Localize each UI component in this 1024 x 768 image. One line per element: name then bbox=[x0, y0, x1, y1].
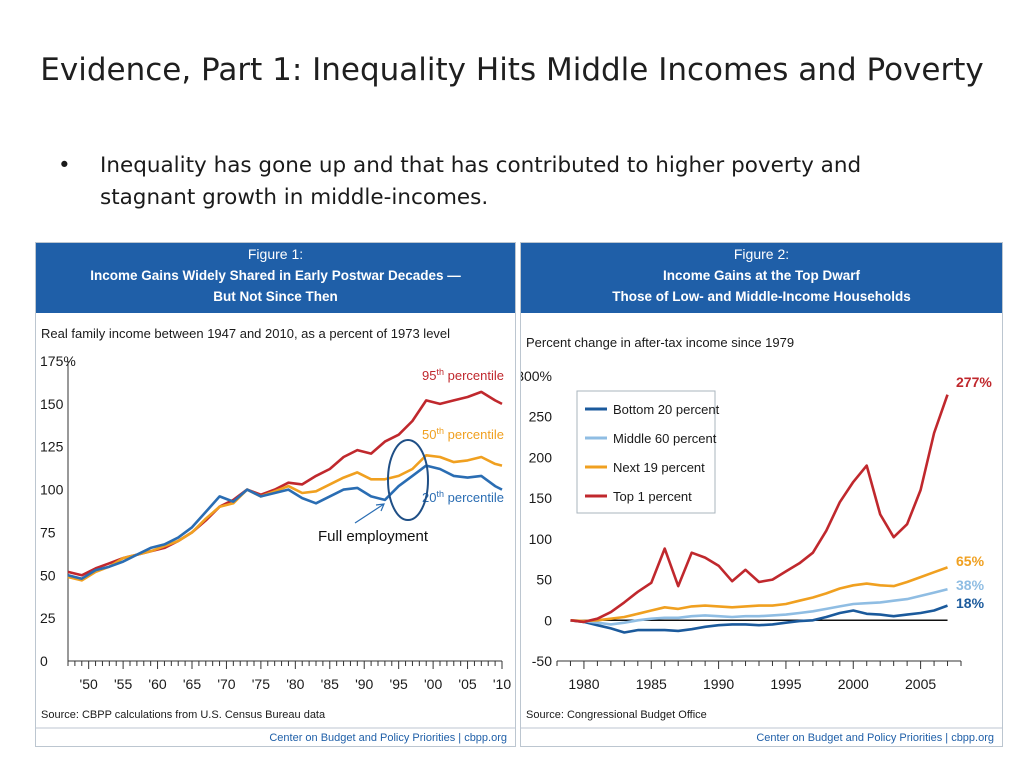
x-tick-label: 1995 bbox=[770, 676, 801, 692]
figure-2-chart: Figure 2: Income Gains at the Top Dwarf Th… bbox=[521, 243, 1002, 744]
figure-title-line2: But Not Since Then bbox=[213, 289, 338, 304]
y-tick-label: 50 bbox=[40, 567, 56, 583]
figure-title-line1: Income Gains Widely Shared in Early Post… bbox=[90, 268, 461, 283]
end-label-2: 65% bbox=[956, 553, 985, 569]
series-line-3 bbox=[570, 394, 949, 624]
x-tick-label: '00 bbox=[424, 676, 442, 692]
series-label-sup: th bbox=[437, 426, 445, 436]
y-tick-label: 0 bbox=[40, 653, 48, 669]
bullet-text: Inequality has gone up and that has cont… bbox=[100, 153, 862, 210]
series-label-value: 50 bbox=[422, 427, 436, 442]
end-label-0: 18% bbox=[956, 595, 985, 611]
legend-label-1: Middle 60 percent bbox=[613, 431, 717, 446]
legend-label-0: Bottom 20 percent bbox=[613, 402, 720, 417]
credit-note: Center on Budget and Policy Priorities |… bbox=[269, 732, 507, 744]
series-label-value: 95 bbox=[422, 368, 436, 383]
figure-label: Figure 2: bbox=[734, 246, 789, 262]
y-tick-label: 200 bbox=[529, 449, 553, 465]
legend-box bbox=[576, 390, 716, 514]
figure-title-line2: Those of Low- and Middle-Income Househol… bbox=[612, 289, 911, 304]
chart-subtitle: Real family income between 1947 and 2010… bbox=[41, 326, 450, 341]
y-tick-label: 175% bbox=[40, 353, 76, 369]
x-tick-label: 2000 bbox=[838, 676, 869, 692]
chart-subtitle: Percent change in after-tax income since… bbox=[526, 335, 794, 350]
series-label-sup: th bbox=[437, 367, 445, 377]
y-tick-label: 25 bbox=[40, 610, 56, 626]
y-tick-label: -50 bbox=[532, 653, 552, 669]
series-label-sup: th bbox=[437, 489, 445, 499]
x-tick-label: 1990 bbox=[703, 676, 734, 692]
legend: Bottom 20 percent Middle 60 percent Next 1… bbox=[576, 390, 720, 514]
slide-title: Evidence, Part 1: Inequality Hits Middle… bbox=[40, 52, 984, 88]
series-line-2 bbox=[570, 566, 948, 623]
x-tick-label: '55 bbox=[114, 676, 132, 692]
legend-label-3: Top 1 percent bbox=[613, 489, 692, 504]
figure-label: Figure 1: bbox=[248, 246, 303, 262]
x-tick-label: '80 bbox=[286, 676, 304, 692]
x-tick-label: 1980 bbox=[568, 676, 599, 692]
series-label-suffix: percentile bbox=[444, 490, 504, 505]
y-tick-label: 125 bbox=[40, 439, 64, 455]
x-tick-label: 2005 bbox=[905, 676, 936, 692]
x-tick-label: 1985 bbox=[636, 676, 667, 692]
series-line-1 bbox=[570, 588, 948, 626]
y-tick-label: 150 bbox=[40, 396, 64, 412]
bullet-symbol: • bbox=[58, 153, 71, 178]
legend-label-2: Next 19 percent bbox=[613, 460, 705, 475]
source-note: Source: Congressional Budget Office bbox=[526, 709, 707, 721]
y-tick-label: 100 bbox=[529, 531, 553, 547]
series-label-suffix: percentile bbox=[444, 427, 504, 442]
end-label-1: 38% bbox=[956, 577, 985, 593]
x-tick-label: '60 bbox=[148, 676, 166, 692]
credit-note: Center on Budget and Policy Priorities |… bbox=[756, 732, 994, 744]
series-line-0 bbox=[67, 390, 503, 577]
y-tick-label: 50 bbox=[536, 572, 552, 588]
series-line-1 bbox=[67, 454, 503, 582]
x-tick-label: '95 bbox=[390, 676, 408, 692]
series-label-0: 95th percentile bbox=[422, 367, 504, 383]
series-label-suffix: percentile bbox=[444, 368, 504, 383]
y-tick-label: 300% bbox=[521, 368, 552, 384]
figure-header bbox=[36, 243, 515, 313]
x-tick-label: '05 bbox=[458, 676, 476, 692]
y-tick-label: 100 bbox=[40, 482, 64, 498]
series-label-value: 20 bbox=[422, 490, 436, 505]
series-line-0 bbox=[570, 604, 948, 634]
x-tick-label: '75 bbox=[252, 676, 270, 692]
x-tick-label: '65 bbox=[183, 676, 201, 692]
y-tick-label: 150 bbox=[529, 490, 553, 506]
figure-1-panel: Figure 1: Income Gains Widely Shared in E… bbox=[35, 242, 516, 747]
series-label-2: 20th percentile bbox=[422, 489, 504, 505]
series-label-1: 50th percentile bbox=[422, 426, 504, 442]
series-line-2 bbox=[67, 464, 503, 581]
x-tick-label: '50 bbox=[80, 676, 98, 692]
y-tick-label: 250 bbox=[529, 409, 553, 425]
x-tick-label: '70 bbox=[217, 676, 235, 692]
x-tick-label: '85 bbox=[321, 676, 339, 692]
end-label-3: 277% bbox=[956, 374, 992, 390]
x-tick-label: '90 bbox=[355, 676, 373, 692]
full-employment-annotation: Full employment bbox=[318, 528, 429, 545]
figure-2-panel: Figure 2: Income Gains at the Top Dwarf Th… bbox=[520, 242, 1003, 747]
y-tick-label: 0 bbox=[544, 612, 552, 628]
x-tick-label: '10 bbox=[493, 676, 511, 692]
figure-1-chart: Figure 1: Income Gains Widely Shared in E… bbox=[36, 243, 515, 744]
figure-title-line1: Income Gains at the Top Dwarf bbox=[663, 268, 861, 283]
source-note: Source: CBPP calculations from U.S. Cens… bbox=[41, 709, 326, 721]
y-tick-label: 75 bbox=[40, 524, 56, 540]
figure-header bbox=[521, 243, 1002, 313]
